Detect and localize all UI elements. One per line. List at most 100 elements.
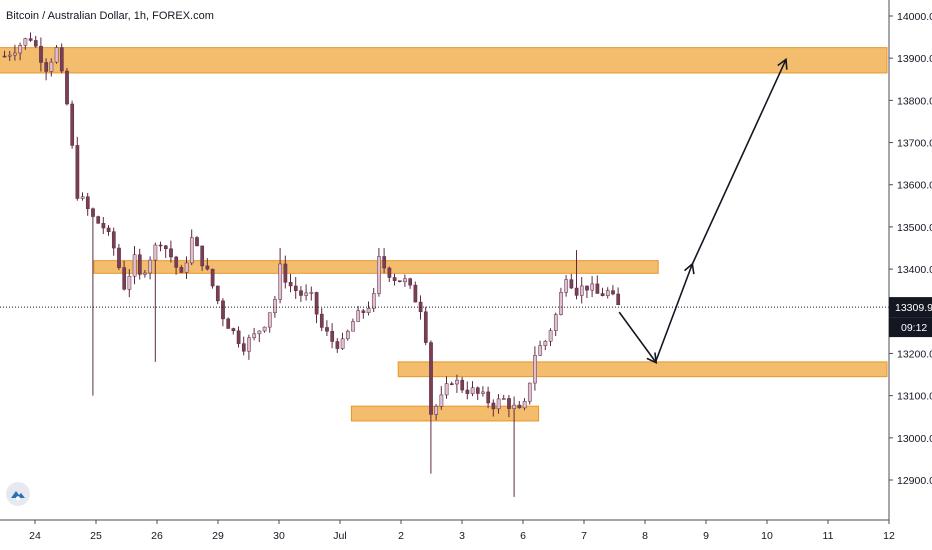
candle xyxy=(403,274,407,287)
candle xyxy=(80,192,85,201)
candle xyxy=(475,386,480,401)
candle xyxy=(299,286,303,302)
countdown-label: 09:12 xyxy=(901,322,927,334)
projection-arrow[interactable] xyxy=(654,262,695,363)
candle xyxy=(455,374,459,393)
candle xyxy=(283,255,288,289)
time-axis[interactable]: 24 25 26 29 30 Jul 2 3 6 7 8 9 10 11 12 xyxy=(0,519,932,550)
candle xyxy=(616,287,621,306)
y-tick-label: 14000.0 xyxy=(897,11,932,23)
candle xyxy=(127,269,132,298)
candle xyxy=(65,67,69,106)
x-tick-label: 26 xyxy=(151,530,163,542)
candle xyxy=(85,193,90,216)
candle xyxy=(132,246,137,285)
candle xyxy=(288,273,293,293)
candle xyxy=(117,243,121,271)
candle xyxy=(23,37,28,50)
candle xyxy=(137,248,142,280)
candle xyxy=(543,339,548,351)
y-tick-label: 13100.0 xyxy=(897,391,932,403)
candlesticks xyxy=(2,32,621,497)
candle xyxy=(397,280,402,283)
candle xyxy=(501,394,506,400)
candle xyxy=(200,245,205,271)
candle xyxy=(122,260,127,291)
candle xyxy=(595,275,600,294)
candle xyxy=(533,346,537,391)
price-axis[interactable]: 14000.0 13900.0 13800.0 13700.0 13600.0 13500… xyxy=(888,0,932,550)
candle xyxy=(267,312,272,333)
candle xyxy=(413,281,418,303)
price-axis-bg xyxy=(889,0,932,550)
candle xyxy=(387,266,392,283)
zone-3[interactable] xyxy=(350,405,540,422)
candle xyxy=(252,327,257,341)
zone-1[interactable] xyxy=(93,260,659,274)
candle xyxy=(111,227,116,256)
candle xyxy=(143,270,147,278)
candle xyxy=(91,207,95,396)
candle xyxy=(304,284,309,301)
tradingview-cloud-icon[interactable] xyxy=(6,482,30,506)
candle xyxy=(559,287,563,316)
candle xyxy=(148,256,153,280)
candle xyxy=(54,44,59,64)
candle xyxy=(70,100,75,149)
candle xyxy=(236,326,241,348)
candle xyxy=(153,242,158,362)
time-axis-bg xyxy=(0,520,932,550)
candle xyxy=(486,386,491,409)
candle xyxy=(600,287,605,297)
candle xyxy=(590,276,595,298)
candle xyxy=(44,58,49,81)
x-tick-label: 29 xyxy=(212,530,224,542)
candle xyxy=(174,255,179,275)
candle xyxy=(585,285,589,298)
x-tick-label: 3 xyxy=(459,530,465,542)
candle xyxy=(309,286,314,301)
candle xyxy=(59,43,64,74)
x-tick-label: 30 xyxy=(273,530,285,542)
candle xyxy=(257,330,262,343)
candle xyxy=(496,393,501,414)
x-tick-label: 2 xyxy=(398,530,404,542)
zone-0[interactable] xyxy=(0,47,888,74)
support-resistance-zones xyxy=(0,47,888,422)
candle xyxy=(210,268,215,289)
candle xyxy=(195,235,199,247)
projection-arrow[interactable] xyxy=(691,57,788,266)
candle xyxy=(366,301,371,316)
candle xyxy=(325,320,329,336)
y-tick-label: 13200.0 xyxy=(897,348,932,360)
candle xyxy=(28,32,33,42)
candle xyxy=(39,37,43,72)
x-tick-label: 25 xyxy=(90,530,102,542)
candle xyxy=(101,216,106,235)
candle xyxy=(335,338,340,353)
candle xyxy=(392,273,397,286)
candle xyxy=(507,394,511,418)
chart-title: Bitcoin / Australian Dollar, 1h, FOREX.c… xyxy=(6,10,214,22)
candle xyxy=(293,277,298,299)
x-tick-label: 12 xyxy=(883,530,895,542)
zone-2[interactable] xyxy=(397,361,888,378)
projection-arrow[interactable] xyxy=(618,311,658,365)
candle xyxy=(345,329,350,341)
candle xyxy=(314,291,319,324)
candle xyxy=(449,381,454,386)
x-tick-label: 6 xyxy=(520,530,526,542)
y-tick-label: 13000.0 xyxy=(897,433,932,445)
candle xyxy=(262,326,267,333)
candle xyxy=(481,386,485,397)
candle xyxy=(579,276,584,304)
candle xyxy=(356,305,361,322)
candle xyxy=(184,256,189,279)
candle xyxy=(231,327,236,335)
candle xyxy=(49,58,54,77)
candle xyxy=(169,240,173,263)
candle xyxy=(106,225,111,236)
candle xyxy=(569,273,574,289)
candle xyxy=(75,136,80,201)
